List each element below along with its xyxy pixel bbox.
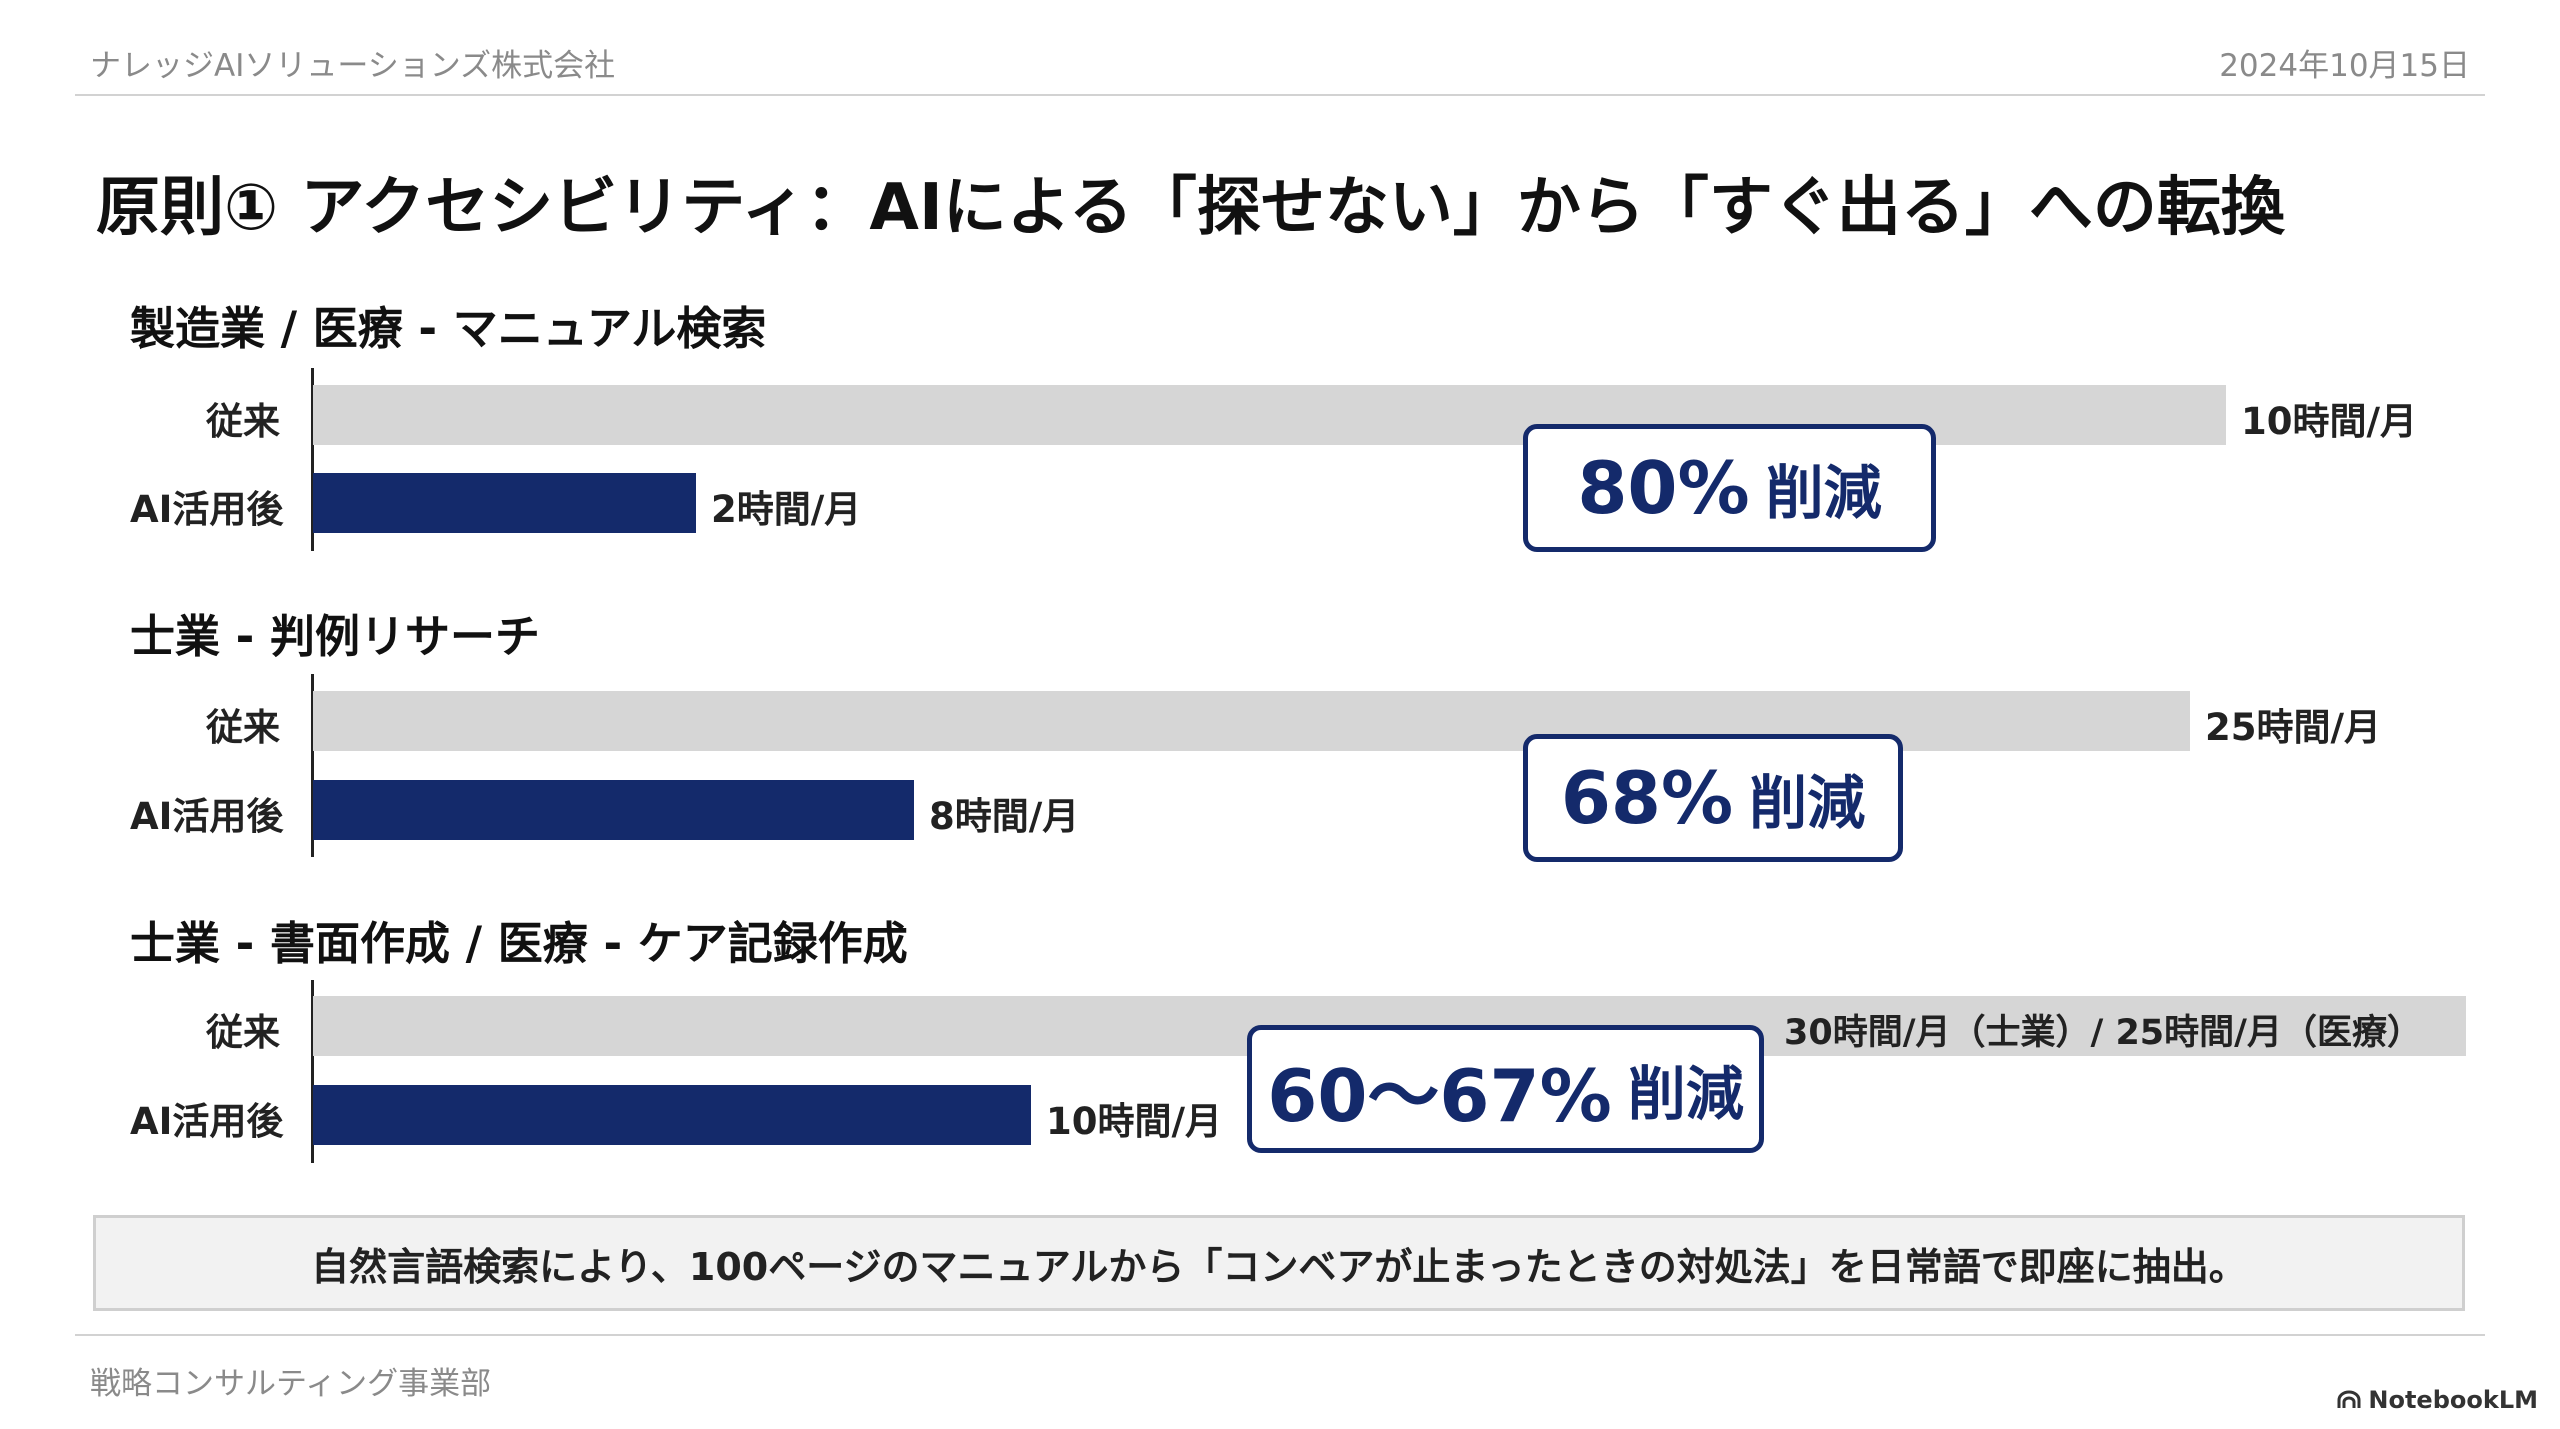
chart-axis	[311, 674, 314, 857]
brand-name: NotebookLM	[2368, 1386, 2538, 1414]
bar-value-after: 2時間/月	[711, 488, 862, 531]
reduction-percent: 68%	[1560, 756, 1734, 840]
report-date: 2024年10月15日	[2219, 48, 2470, 84]
bar-after-document-drafting	[313, 1085, 1031, 1145]
slide-title: 原則① アクセシビリティ：AIによる「探せない」から「すぐ出る」への転換	[96, 171, 2285, 245]
footer-brand: NotebookLM	[2336, 1386, 2538, 1414]
bar-after-case-research	[313, 780, 914, 840]
reduction-word: 削減	[1749, 769, 1866, 837]
bar-value-after: 10時間/月	[1046, 1100, 1223, 1143]
row-label-before: 従来	[206, 706, 280, 749]
summary-note: 自然言語検索により、100ページのマニュアルから「コンベアが止まったときの対処法…	[93, 1215, 2465, 1311]
bar-after-manual-search	[313, 473, 696, 533]
notebooklm-logo-icon	[2337, 1390, 2361, 1408]
bar-value-before: 10時間/月	[2241, 400, 2418, 443]
section-title-case-research: 士業 - 判例リサーチ	[130, 610, 541, 663]
footer-department: 戦略コンサルティング事業部	[90, 1366, 492, 1402]
row-label-before: 従来	[206, 1011, 280, 1054]
header-divider	[75, 94, 2485, 96]
reduction-word: 削減	[1765, 459, 1882, 527]
reduction-badge-manual-search: 80% 削減	[1523, 424, 1936, 552]
reduction-word: 削減	[1627, 1060, 1744, 1128]
chart-axis	[311, 368, 314, 551]
bar-value-before: 25時間/月	[2205, 706, 2382, 749]
row-label-after: AI活用後	[130, 488, 284, 531]
reduction-percent: 80%	[1577, 446, 1750, 530]
bar-before-case-research	[313, 691, 2190, 751]
row-label-before: 従来	[206, 400, 280, 443]
footer-divider	[75, 1334, 2485, 1336]
section-title-document-drafting: 士業 - 書面作成 / 医療 - ケア記録作成	[130, 917, 908, 970]
company-name: ナレッジAIソリューションズ株式会社	[90, 48, 616, 84]
bar-before-manual-search	[313, 385, 2226, 445]
bar-value-before: 30時間/月（士業）/ 25時間/月（医療）	[1780, 1004, 2426, 1055]
row-label-after: AI活用後	[130, 1100, 284, 1143]
reduction-percent: 60〜67%	[1267, 1053, 1612, 1138]
reduction-badge-document-drafting: 60〜67% 削減	[1247, 1025, 1764, 1153]
row-label-after: AI活用後	[130, 795, 284, 838]
reduction-badge-case-research: 68% 削減	[1523, 734, 1903, 862]
bar-value-after: 8時間/月	[929, 795, 1080, 838]
chart-axis	[311, 980, 314, 1163]
section-title-manual-search: 製造業 / 医療 - マニュアル検索	[130, 302, 767, 355]
